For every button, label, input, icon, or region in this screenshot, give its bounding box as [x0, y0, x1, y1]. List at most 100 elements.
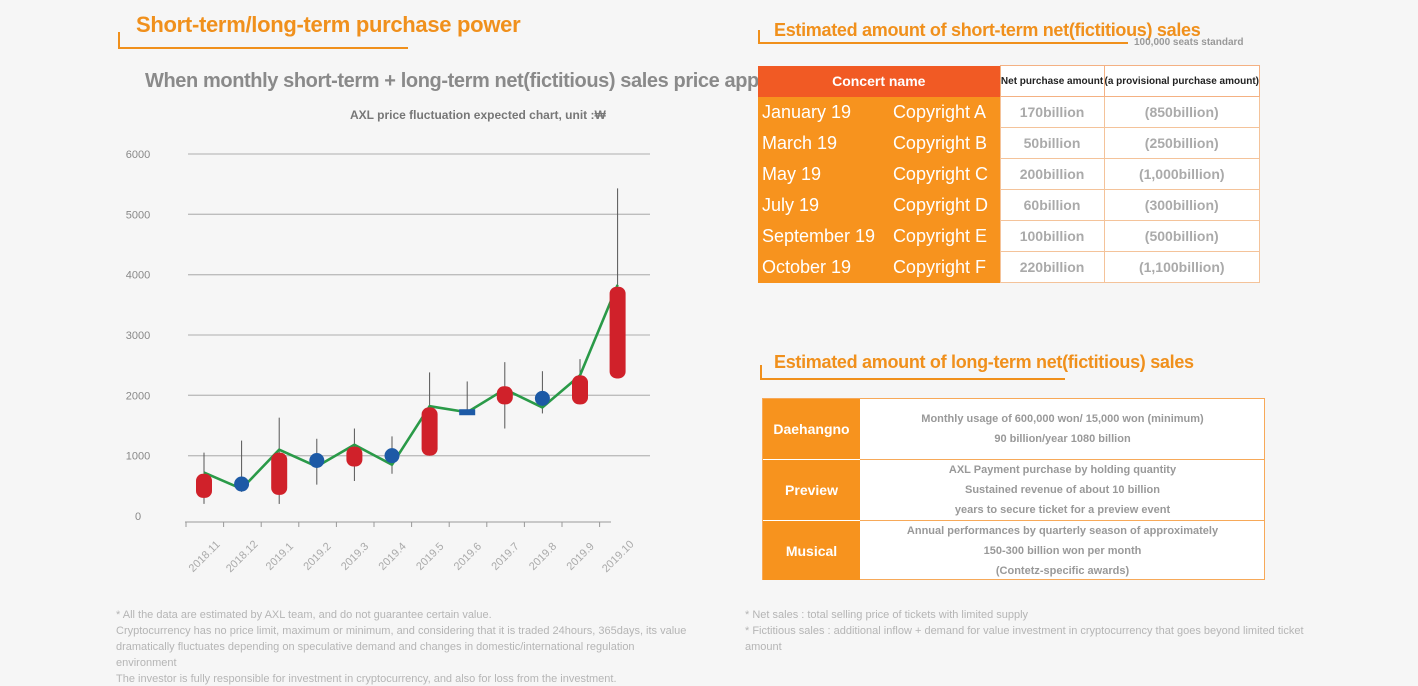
concert-copyright-cell: Copyright A [888, 96, 1001, 128]
title-accent-underline [760, 378, 1065, 380]
net-purchase-cell: 50billion [999, 127, 1105, 159]
y-tick-label: 3000 [126, 330, 150, 342]
candle-body [421, 407, 438, 456]
long-term-sales-box: Daehangno Monthly usage of 600,000 won/ … [762, 398, 1265, 580]
x-tick-label: 2019.7 [489, 541, 521, 573]
table-row: July 19 Copyright D 60billion (300billion) [758, 189, 1261, 221]
title-accent-vertical [758, 30, 760, 44]
x-tick-label: 2018.12 [224, 538, 261, 575]
footnote-line: * Net sales : total selling price of tic… [745, 609, 1029, 621]
candle-dot [309, 452, 325, 468]
candle-flat [459, 409, 476, 416]
x-tick-label: 2019.4 [377, 541, 409, 573]
provisional-cell: (250billion) [1103, 127, 1261, 159]
long-row-musical: Musical Annual performances by quarterly… [763, 521, 1265, 580]
long-row-line: 150-300 billion won per month [983, 544, 1142, 557]
disclaimer-footnote: * All the data are estimated by AXL team… [116, 607, 696, 686]
footnote-line: * All the data are estimated by AXL team… [116, 609, 492, 621]
x-tick-label: 2019.2 [301, 541, 333, 573]
long-row-daehangno: Daehangno Monthly usage of 600,000 won/ … [763, 399, 1265, 459]
concert-month-cell: March 19 [758, 127, 889, 159]
concert-copyright-cell: Copyright B [888, 127, 1001, 159]
long-row-line: (Contetz-specific awards) [995, 564, 1130, 577]
net-purchase-cell: 220billion [999, 251, 1105, 283]
footnote-line: Cryptocurrency has no price limit, maxim… [116, 625, 687, 669]
chart-caption: AXL price fluctuation expected chart, un… [350, 108, 606, 122]
net-purchase-header: Net purchase amount [999, 65, 1105, 97]
long-row-text: AXL Payment purchase by holding quantity… [860, 460, 1265, 520]
long-row-preview: Preview AXL Payment purchase by holding … [763, 460, 1265, 520]
table-row: May 19 Copyright C 200billion (1,000billion… [758, 158, 1261, 190]
candle-body [196, 473, 212, 498]
candle-dot [384, 448, 400, 464]
footnote-line: The investor is fully responsible for in… [116, 673, 617, 685]
definitions-footnote: * Net sales : total selling price of tic… [745, 607, 1305, 655]
y-tick-label: 4000 [126, 270, 150, 282]
provisional-cell: (1,000billion) [1103, 158, 1261, 190]
x-tick-label: 2019.10 [600, 538, 637, 575]
x-tick-label: 2019.9 [565, 541, 597, 573]
net-purchase-cell: 170billion [999, 96, 1105, 128]
table-row: January 19 Copyright A 170billion (850billi… [758, 96, 1261, 128]
long-row-text: Annual performances by quarterly season … [860, 521, 1265, 580]
y-tick-label: 2000 [126, 390, 150, 402]
footnote-line: * Fictitious sales : additional inflow +… [745, 625, 1304, 653]
long-row-line: Monthly usage of 600,000 won/ 15,000 won… [921, 413, 1204, 425]
concert-copyright-cell: Copyright C [888, 158, 1001, 190]
concert-month-cell: September 19 [758, 220, 889, 252]
candle-body [609, 286, 626, 379]
long-row-line: AXL Payment purchase by holding quantity [948, 464, 1177, 476]
long-row-label: Preview [763, 460, 860, 520]
short-term-title: Estimated amount of short-term net(ficti… [774, 20, 1201, 40]
concert-month-cell: January 19 [758, 96, 889, 128]
long-row-line: Annual performances by quarterly season … [906, 524, 1219, 537]
short-term-sales-table: Concert name Net purchase amount (a prov… [758, 65, 1261, 283]
y-tick-label: 0 [135, 511, 141, 523]
table-header-row: Concert name Net purchase amount (a prov… [758, 65, 1261, 97]
concert-copyright-cell: Copyright D [888, 189, 1001, 221]
provisional-cell: (850billion) [1103, 96, 1261, 128]
x-tick-label: 2019.8 [527, 541, 559, 573]
long-row-label: Daehangno [763, 399, 860, 459]
x-tick-label: 2019.1 [264, 541, 296, 573]
table-row: October 19 Copyright F 220billion (1,100bil… [758, 251, 1261, 283]
provisional-cell: (1,100billion) [1103, 251, 1261, 283]
x-tick-label: 2019.3 [339, 541, 371, 573]
concert-copyright-cell: Copyright F [888, 251, 1001, 283]
y-tick-label: 5000 [126, 209, 150, 221]
candle-body [496, 386, 513, 405]
concert-name-header: Concert name [758, 65, 1001, 97]
long-term-title: Estimated amount of long-term net(fictit… [774, 352, 1194, 372]
y-tick-label: 1000 [126, 451, 150, 463]
net-purchase-cell: 60billion [999, 189, 1105, 221]
candle-dot [234, 476, 250, 492]
trend-line [203, 284, 619, 491]
left-section-title: Short-term/long-term purchase power [136, 12, 521, 37]
row-divider [860, 459, 1264, 460]
provisional-cell: (300billion) [1103, 189, 1261, 221]
net-purchase-cell: 200billion [999, 158, 1105, 190]
candle-dot [534, 390, 550, 406]
title-accent-vertical [760, 365, 762, 379]
provisional-cell: (500billion) [1103, 220, 1261, 252]
concert-copyright-cell: Copyright E [888, 220, 1001, 252]
chart-subtitle: When monthly short-term + long-term net(… [145, 70, 792, 92]
concert-month-cell: May 19 [758, 158, 889, 190]
long-row-line: 90 billion/year 1080 billion [994, 433, 1131, 445]
title-accent-underline [758, 42, 1128, 44]
title-accent-underline [118, 47, 408, 49]
concert-month-cell: October 19 [758, 251, 889, 283]
long-row-label: Musical [763, 521, 860, 580]
long-row-line: years to secure ticket for a preview eve… [954, 504, 1171, 516]
x-tick-label: 2019.5 [414, 541, 446, 573]
x-tick-label: 2018.11 [187, 539, 223, 575]
seats-note: 100,000 seats standard [1134, 37, 1244, 48]
y-tick-label: 6000 [126, 149, 150, 161]
candle-body [346, 446, 363, 467]
x-tick-label: 2019.6 [452, 541, 484, 573]
concert-month-cell: July 19 [758, 189, 889, 221]
candle-body [271, 452, 288, 495]
row-divider [860, 520, 1264, 521]
provisional-header: (a provisional purchase amount) [1103, 65, 1261, 97]
